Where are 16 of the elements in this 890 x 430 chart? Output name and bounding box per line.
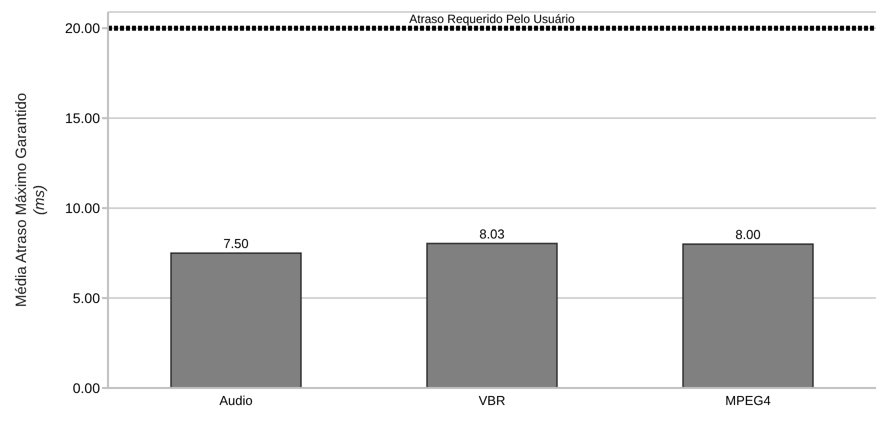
y-tick-label: 15.00 (64, 110, 100, 126)
bar (426, 242, 558, 388)
bar (170, 252, 302, 388)
y-tick-label: 0.00 (72, 380, 100, 396)
ref-line-label: Atraso Requerido Pelo Usuário (409, 12, 576, 26)
data-label: 7.50 (223, 236, 249, 252)
x-tick-label: Audio (219, 393, 253, 408)
bar (682, 243, 814, 388)
data-label: 8.03 (479, 226, 505, 242)
y-tick-label: 5.00 (72, 290, 100, 306)
x-tick-label: VBR (478, 393, 506, 408)
y-axis-title: Média Atraso Máximo Garantido (ms) (13, 92, 48, 308)
data-label: 8.00 (735, 227, 761, 242)
y-tick-label: 10.00 (64, 200, 100, 216)
x-tick-label: MPEG4 (725, 393, 771, 408)
y-tick-label: 20.00 (64, 20, 100, 36)
